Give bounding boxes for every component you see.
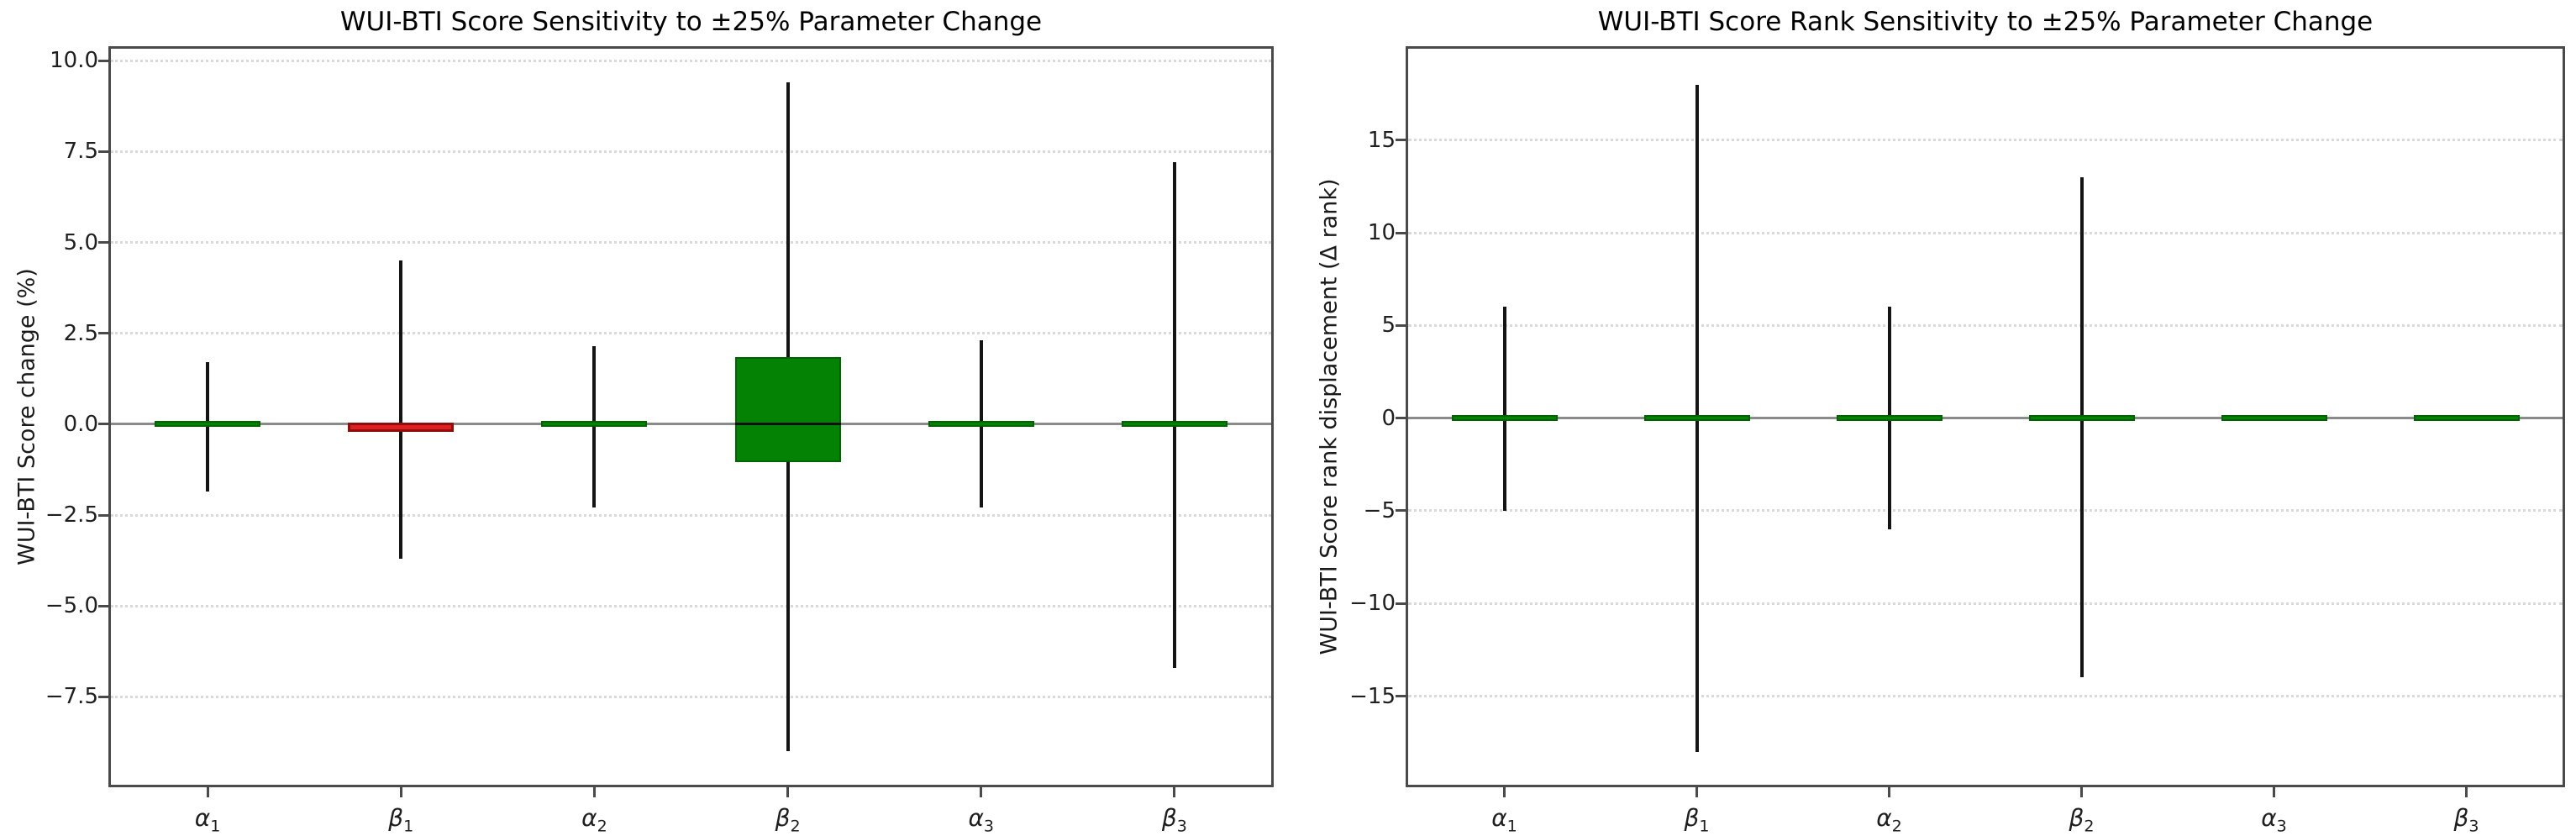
y-tick-label: 15 xyxy=(1367,127,1396,153)
y-tick xyxy=(98,150,108,153)
x-tick xyxy=(206,787,209,797)
x-tick-label: β3 xyxy=(1161,804,1187,836)
y-tick-label: 2.5 xyxy=(63,320,98,346)
whisker xyxy=(2079,176,2084,678)
y-tick xyxy=(1396,139,1406,142)
whisker xyxy=(399,260,403,559)
x-tick xyxy=(1503,787,1506,797)
y-tick-label: −15 xyxy=(1349,683,1396,709)
box-α1 xyxy=(155,421,261,428)
gridline xyxy=(111,513,1271,517)
axes xyxy=(1406,46,2565,787)
gridline xyxy=(111,695,1271,698)
box-β1 xyxy=(1643,415,1750,422)
x-tick xyxy=(1695,787,1698,797)
gridline xyxy=(111,241,1271,244)
x-tick xyxy=(1888,787,1890,797)
y-tick xyxy=(98,513,108,517)
box-β3 xyxy=(2413,415,2520,422)
y-tick-label: 0.0 xyxy=(63,411,98,437)
box-α3 xyxy=(2221,415,2327,422)
y-tick-label: 10.0 xyxy=(50,48,98,74)
y-tick-label: 0 xyxy=(1381,405,1396,431)
y-tick-label: 7.5 xyxy=(63,139,98,165)
y-tick xyxy=(98,59,108,62)
gridline xyxy=(1408,695,2563,698)
box-β1 xyxy=(348,422,455,432)
box-α3 xyxy=(928,421,1034,428)
x-tick xyxy=(980,787,983,797)
x-tick xyxy=(786,787,790,797)
box-α2 xyxy=(541,421,648,428)
y-tick xyxy=(1396,417,1406,420)
whisker xyxy=(1502,307,1506,511)
y-tick-label: −10 xyxy=(1349,591,1396,617)
x-tick xyxy=(1173,787,1176,797)
x-tick xyxy=(399,787,402,797)
y-tick xyxy=(98,604,108,607)
y-tick-label: −2.5 xyxy=(45,502,98,528)
x-tick xyxy=(2080,787,2083,797)
x-tick-label: β2 xyxy=(2069,804,2095,836)
zero-line xyxy=(111,423,1271,426)
y-tick xyxy=(1396,231,1406,234)
gridline xyxy=(111,604,1271,607)
x-tick-label: α3 xyxy=(2261,804,2287,836)
gridline xyxy=(1408,602,2563,605)
plot-title: WUI-BTI Score Rank Sensitivity to ±25% P… xyxy=(1597,7,2374,37)
y-tick-label: 5.0 xyxy=(63,229,98,255)
x-tick xyxy=(2273,787,2275,797)
box-α2 xyxy=(1836,415,1943,422)
y-tick-label: −5.0 xyxy=(45,593,98,619)
y-tick xyxy=(98,695,108,698)
box-β3 xyxy=(1121,421,1228,428)
x-tick-label: β3 xyxy=(2453,804,2479,836)
x-tick-label: β2 xyxy=(775,804,801,836)
whisker xyxy=(1172,162,1176,668)
box-α1 xyxy=(1451,415,1558,422)
y-tick xyxy=(1396,323,1406,327)
median-line xyxy=(734,423,841,426)
gridline xyxy=(1408,509,2563,513)
y-tick xyxy=(98,423,108,426)
box-β2 xyxy=(2028,415,2135,422)
x-tick-label: α1 xyxy=(194,804,221,836)
zero-line xyxy=(1408,417,2563,420)
y-tick-label: −7.5 xyxy=(45,684,98,710)
gridline xyxy=(111,150,1271,153)
gridline xyxy=(1408,139,2563,142)
y-tick-label: 10 xyxy=(1367,220,1396,246)
y-tick xyxy=(98,332,108,335)
gridline xyxy=(111,332,1271,335)
y-tick xyxy=(1396,602,1406,605)
gridline xyxy=(1408,231,2563,234)
gridline xyxy=(111,59,1271,62)
box-β2 xyxy=(734,356,841,463)
y-tick-label: −5 xyxy=(1363,497,1396,523)
x-tick-label: α2 xyxy=(581,804,607,836)
y-tick xyxy=(1396,695,1406,698)
y-tick-label: 5 xyxy=(1381,313,1396,339)
x-tick xyxy=(592,787,596,797)
x-tick-label: β1 xyxy=(388,804,414,836)
x-tick-label: α2 xyxy=(1876,804,1902,836)
x-tick-label: α1 xyxy=(1491,804,1517,836)
axes xyxy=(108,46,1274,787)
gridline xyxy=(1408,323,2563,327)
y-tick xyxy=(1396,509,1406,513)
x-tick xyxy=(2465,787,2468,797)
x-tick-label: α3 xyxy=(968,804,995,836)
x-tick-label: β1 xyxy=(1684,804,1710,836)
y-tick xyxy=(98,241,108,244)
plot-title: WUI-BTI Score Sensitivity to ±25% Parame… xyxy=(339,7,1043,37)
